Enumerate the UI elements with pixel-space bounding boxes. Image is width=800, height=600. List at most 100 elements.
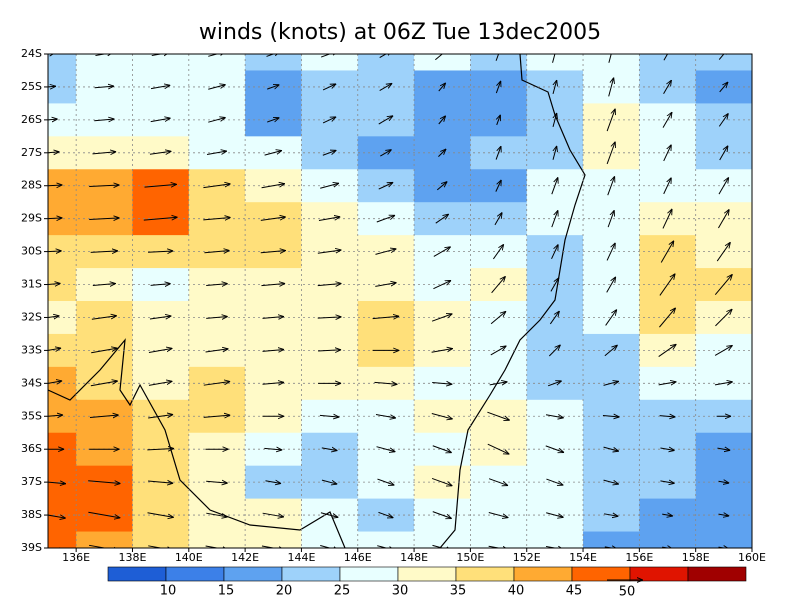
- wind-arrow: [147, 512, 174, 518]
- wind-arrow: [663, 145, 672, 162]
- wind-arrow: [432, 382, 452, 384]
- speed-cell: [470, 531, 528, 548]
- wind-arrow: [48, 348, 61, 353]
- wind-arrow: [495, 180, 501, 192]
- y-tick-label: 31S: [21, 278, 42, 291]
- speed-cell: [48, 531, 77, 548]
- x-tick-label: 158E: [682, 551, 710, 564]
- speed-cell: [132, 54, 190, 71]
- wind-arrow: [372, 316, 400, 318]
- wind-arrow: [663, 178, 672, 195]
- colorbar-label: 45: [566, 584, 583, 599]
- wind-arrow: [431, 349, 453, 353]
- wind-arrow: [89, 185, 119, 187]
- wind-arrow: [48, 481, 66, 484]
- wind-arrow: [606, 142, 615, 165]
- wind-arrow: [317, 317, 342, 318]
- wind-arrow: [490, 346, 507, 356]
- colorbar-label: 15: [218, 584, 235, 599]
- x-tick-label: 146E: [344, 551, 372, 564]
- wind-arrow: [660, 481, 674, 484]
- wind-arrow: [495, 146, 501, 160]
- wind-arrow: [48, 512, 65, 518]
- wind-arrow: [718, 547, 730, 548]
- wind-arrow: [260, 217, 286, 221]
- wind-arrow: [548, 345, 560, 357]
- wind-arrow: [378, 511, 393, 517]
- x-tick-label: 142E: [231, 551, 259, 564]
- wind-arrow: [375, 249, 396, 255]
- wind-arrow: [658, 382, 677, 385]
- y-tick-label: 35S: [21, 409, 42, 422]
- wind-arrow: [550, 278, 559, 292]
- wind-arrow: [204, 251, 229, 253]
- wind-arrow: [48, 381, 62, 386]
- wind-arrow: [320, 54, 338, 58]
- colorbar-label: 25: [334, 584, 351, 599]
- wind-arrow: [88, 544, 119, 548]
- wind-arrow: [322, 117, 336, 124]
- speed-cell: [470, 54, 528, 71]
- wind-arrow: [718, 209, 729, 229]
- colorbar-label: 40: [508, 584, 525, 599]
- speed-cell: [583, 54, 640, 71]
- speed-cell: [48, 136, 77, 170]
- colorbar-label: 20: [276, 584, 293, 599]
- y-tick-label: 33S: [21, 343, 42, 356]
- y-tick-label: 29S: [21, 212, 42, 225]
- wind-arrow: [150, 85, 170, 90]
- wind-arrow: [606, 277, 616, 293]
- y-tick-label: 26S: [21, 113, 42, 126]
- wind-arrow: [438, 116, 446, 125]
- speed-cell: [76, 531, 133, 548]
- wind-arrow: [318, 217, 340, 222]
- wind-arrow: [488, 545, 509, 548]
- wind-arrow: [436, 182, 447, 191]
- wind-arrow: [208, 85, 225, 90]
- speed-cell: [245, 54, 302, 71]
- wind-arrow: [321, 448, 338, 451]
- y-tick-label: 38S: [21, 508, 42, 521]
- colorbar-box: [223, 566, 283, 582]
- y-tick-label: 37S: [21, 475, 42, 488]
- wind-arrow: [318, 350, 341, 351]
- wind-arrow: [658, 344, 677, 358]
- wind-arrow: [546, 478, 563, 485]
- wind-arrow: [262, 382, 285, 384]
- wind-arrow: [321, 479, 337, 484]
- speed-cell: [48, 301, 77, 335]
- wind-arrow: [490, 311, 506, 325]
- wind-arrow: [660, 241, 674, 263]
- wind-arrow: [604, 547, 618, 548]
- wind-arrow: [376, 446, 396, 452]
- wind-arrow: [208, 54, 225, 57]
- wind-arrow: [261, 184, 285, 189]
- wind-arrow: [433, 247, 451, 257]
- wind-arrow: [488, 511, 508, 517]
- speed-cell: [188, 531, 246, 548]
- wind-arrow: [320, 545, 339, 548]
- wind-arrow: [491, 276, 506, 294]
- colorbar-box: [107, 566, 167, 582]
- wind-arrow: [317, 283, 342, 285]
- wind-arrow: [549, 311, 559, 325]
- wind-arrow: [151, 54, 170, 55]
- wind-arrow: [319, 415, 339, 417]
- wind-arrow: [144, 184, 177, 188]
- wind-arrow: [89, 415, 119, 418]
- overlay: [48, 54, 752, 548]
- wind-arrow: [546, 512, 563, 518]
- wind-arrow: [203, 217, 230, 219]
- speed-cell: [48, 54, 77, 71]
- wind-arrow: [718, 177, 729, 195]
- wind-arrow: [663, 54, 671, 61]
- wind-arrow: [545, 445, 564, 453]
- wind-arrow: [206, 151, 227, 156]
- wind-arrow: [607, 210, 614, 228]
- wind-arrow: [489, 382, 508, 385]
- wind-arrow: [663, 80, 672, 95]
- wind-arrow: [602, 416, 619, 417]
- speed-cell: [695, 531, 752, 548]
- wind-arrow: [662, 112, 672, 128]
- wind-arrow: [718, 54, 728, 60]
